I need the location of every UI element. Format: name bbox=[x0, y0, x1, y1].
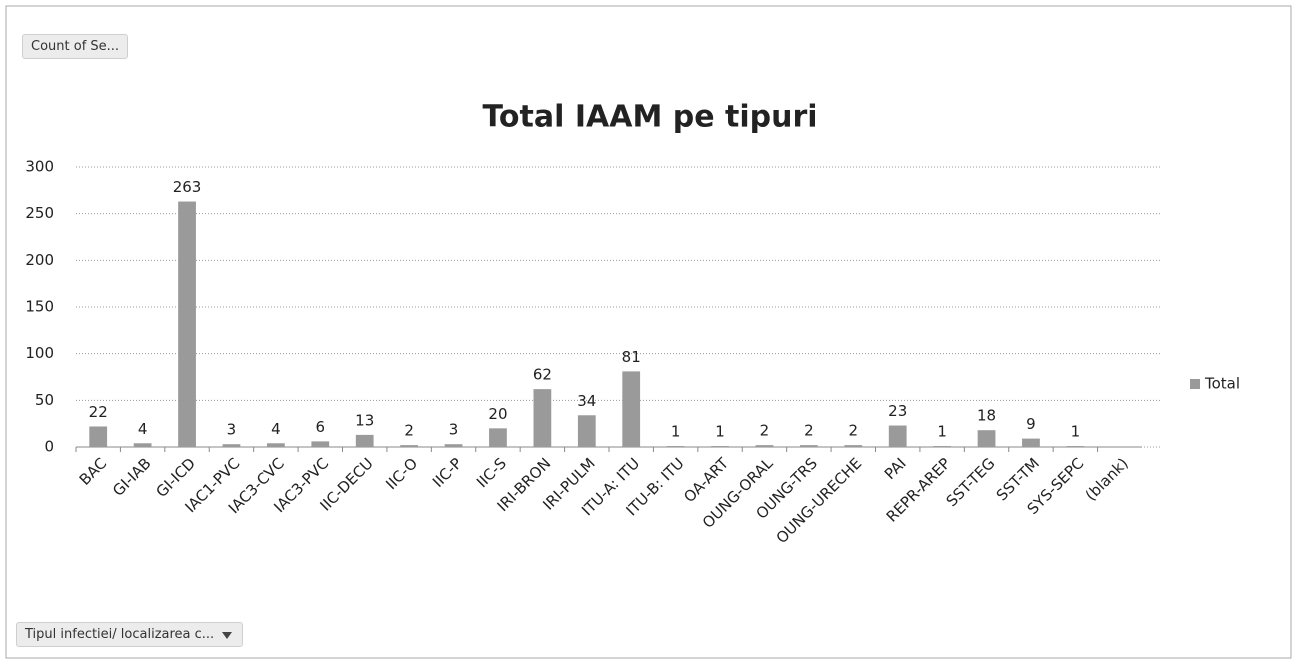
data-label: 9 bbox=[1026, 415, 1036, 433]
value-field-button[interactable]: Count of Se... bbox=[22, 34, 129, 59]
x-tick-label: BAC bbox=[76, 454, 110, 488]
data-label: 23 bbox=[888, 402, 907, 420]
data-label: 1 bbox=[1071, 423, 1081, 441]
chart-title: Total IAAM pe tipuri bbox=[482, 100, 817, 135]
bar bbox=[133, 443, 152, 447]
bar bbox=[89, 426, 108, 447]
legend-label: Total bbox=[1204, 375, 1240, 393]
y-tick-label: 50 bbox=[35, 391, 54, 409]
axis-field-button[interactable]: Tipul infectiei/ localizarea c... bbox=[16, 622, 244, 647]
bar bbox=[533, 389, 552, 447]
x-tick-label: PAI bbox=[881, 454, 910, 483]
y-tick-label: 100 bbox=[25, 344, 54, 362]
bar bbox=[400, 445, 419, 447]
bar bbox=[977, 430, 996, 447]
x-tick-label: (blank) bbox=[1082, 454, 1132, 504]
bar bbox=[1066, 446, 1085, 447]
bar bbox=[311, 441, 330, 447]
bar bbox=[222, 444, 241, 447]
y-tick-label: 0 bbox=[44, 438, 54, 456]
bar bbox=[266, 443, 285, 447]
data-label: 81 bbox=[622, 348, 641, 366]
data-label: 1 bbox=[715, 423, 725, 441]
y-tick-label: 150 bbox=[25, 298, 54, 316]
data-label: 6 bbox=[316, 418, 326, 436]
data-label: 2 bbox=[804, 422, 814, 440]
data-label: 2 bbox=[404, 422, 414, 440]
x-tick-label: IIC-O bbox=[382, 454, 421, 493]
bar bbox=[178, 201, 196, 447]
bar bbox=[489, 428, 507, 447]
data-label: 22 bbox=[89, 403, 108, 421]
bar bbox=[444, 444, 463, 447]
bar bbox=[755, 445, 774, 447]
data-label: 20 bbox=[488, 405, 507, 423]
bar bbox=[799, 445, 818, 447]
bar bbox=[1022, 438, 1040, 447]
bar bbox=[933, 446, 952, 447]
data-label: 3 bbox=[449, 421, 459, 439]
x-tick-label: GI-IAB bbox=[109, 454, 155, 500]
bar bbox=[711, 446, 729, 447]
chart-frame bbox=[5, 5, 1292, 659]
axis-field-label: Tipul infectiei/ localizarea c... bbox=[25, 627, 215, 642]
data-label: 2 bbox=[760, 422, 770, 440]
bar bbox=[666, 446, 685, 447]
bar bbox=[577, 415, 596, 447]
x-tick-label: IIC-P bbox=[429, 454, 466, 491]
data-label: 1 bbox=[671, 423, 681, 441]
data-label: 263 bbox=[173, 178, 202, 196]
bar bbox=[888, 425, 907, 447]
bar bbox=[355, 434, 374, 447]
data-label: 4 bbox=[271, 420, 281, 438]
y-tick-label: 200 bbox=[25, 251, 54, 269]
y-tick-label: 300 bbox=[25, 158, 54, 176]
bar bbox=[622, 371, 641, 447]
data-label: 62 bbox=[533, 366, 552, 384]
data-label: 34 bbox=[577, 392, 596, 410]
data-label: 13 bbox=[355, 411, 374, 429]
data-label: 2 bbox=[849, 422, 859, 440]
data-label: 1 bbox=[937, 423, 947, 441]
x-tick-label: SST-TEG bbox=[943, 454, 999, 510]
dropdown-arrow bbox=[222, 632, 233, 639]
data-label: 18 bbox=[977, 407, 996, 425]
data-label: 3 bbox=[227, 421, 237, 439]
legend-swatch bbox=[1190, 379, 1200, 389]
bar bbox=[844, 445, 863, 447]
y-tick-label: 250 bbox=[25, 204, 54, 222]
x-tick-label: IIC-S bbox=[473, 454, 510, 491]
data-label: 4 bbox=[138, 420, 148, 438]
